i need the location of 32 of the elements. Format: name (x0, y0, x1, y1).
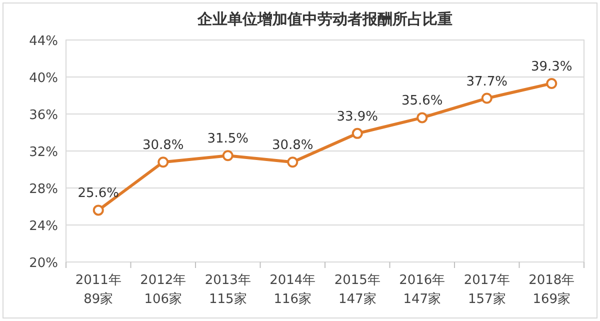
x-tick-label: 2016年 147家 (399, 273, 446, 307)
y-tick-label: 32% (29, 145, 58, 160)
y-tick-label: 40% (29, 71, 58, 86)
data-label: 37.7% (466, 74, 508, 90)
x-tick-label: 2012年 106家 (140, 273, 186, 307)
data-label: 31.5% (207, 132, 249, 147)
data-label: 39.3% (530, 59, 572, 74)
data-label: 33.9% (336, 109, 378, 124)
point (287, 156, 298, 168)
y-tick-label: 28% (29, 182, 58, 197)
y-tick-label: 20% (29, 256, 58, 271)
x-tick-label: 2015年 147家 (334, 273, 380, 307)
point (352, 128, 363, 139)
x-tick-label: 2018年 169家 (528, 273, 575, 307)
x-tick-label: 2013年 115家 (204, 273, 251, 307)
x-tick-label: 2017年 157家 (464, 273, 510, 307)
point (481, 92, 492, 104)
x-tick-label: 2014年 116家 (270, 273, 316, 307)
data-label: 35.6% (401, 94, 443, 109)
y-tick-label: 36% (29, 108, 58, 123)
chart-title: 企业单位增加值中劳动者报酬所占比重 (196, 10, 452, 28)
point (222, 150, 234, 162)
point (92, 204, 104, 216)
point (546, 78, 558, 89)
point (158, 156, 169, 168)
y-tick-label: 24% (29, 219, 58, 234)
data-label: 25.6% (78, 186, 120, 202)
data-label: 30.8% (272, 138, 314, 154)
data-label: 30.8% (142, 138, 184, 154)
point (416, 112, 428, 124)
x-tick-label: 2011年 89家 (75, 273, 122, 307)
y-tick-label: 44% (29, 34, 58, 49)
